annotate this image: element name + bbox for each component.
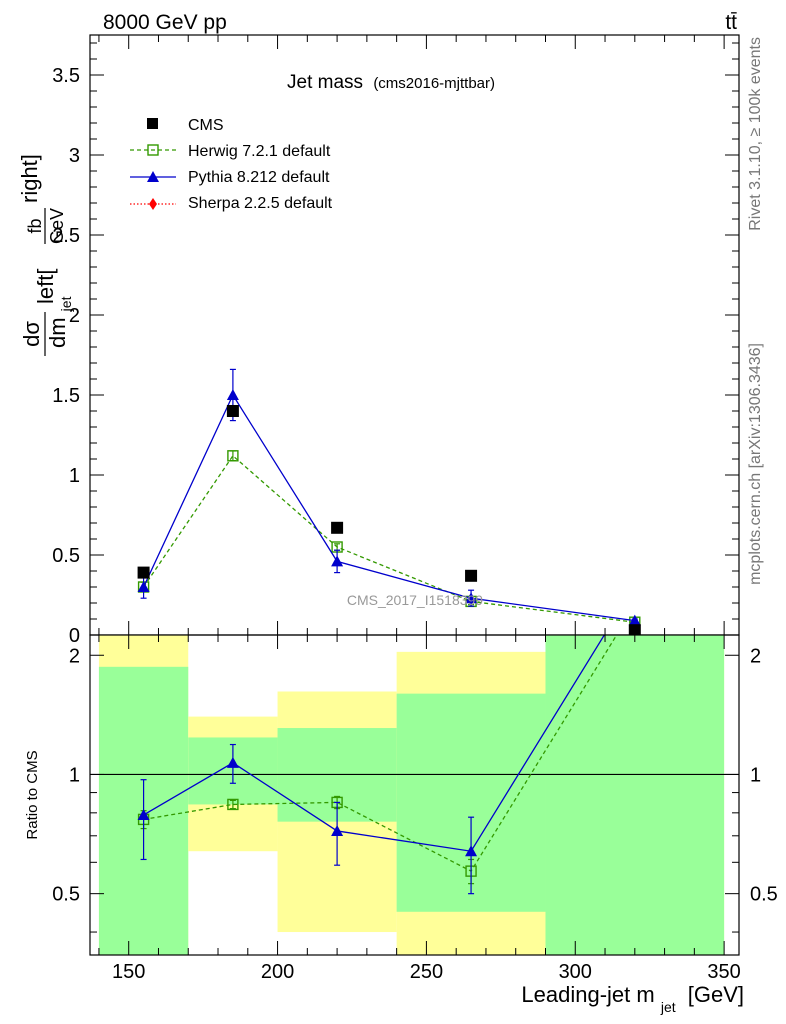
y-tick-label: 1.5 — [52, 385, 80, 407]
y-tick-label: 2.5 — [52, 225, 80, 247]
pythia-point — [331, 555, 344, 567]
ratio-y-tick-label-right: 1 — [750, 764, 761, 786]
cms-data-point — [331, 521, 344, 534]
rivet-version-label: Rivet 3.1.10, ≥ 100k events — [747, 37, 764, 231]
ylabel-unit-numerator: fb — [25, 218, 45, 233]
x-axis-label-unit: [GeV] — [688, 982, 744, 1007]
legend-entry-cms: CMS — [147, 117, 224, 134]
x-tick-label: 350 — [707, 961, 740, 983]
ylabel-right: right] — [17, 154, 42, 203]
ratio-y-tick-label-right: 0.5 — [750, 884, 778, 906]
x-axis-label-sub: jet — [660, 999, 676, 1015]
ratio-y-tick-label: 1 — [69, 764, 80, 786]
y-tick-label: 3 — [69, 145, 80, 167]
legend-label-cms: CMS — [188, 117, 224, 134]
x-tick-label: 300 — [559, 961, 592, 983]
bottom-panel: 0.5 0.5 1 1 2 2 150 200 250 300 350 Ratio to CMS L… — [24, 580, 778, 1017]
herwig-ratio-point — [227, 798, 239, 811]
y-tick-label: 1 — [69, 465, 80, 487]
x-tick-label: 200 — [261, 961, 294, 983]
pythia-point — [137, 581, 150, 592]
herwig-ratio-line — [143, 635, 618, 872]
top-panel: 0 0.5 1 1.5 2 2.5 3 3.5 Jet mass (cms2016-mjttb… — [17, 34, 740, 647]
chart-title-sub: (cms2016-mjttbar) — [373, 75, 495, 92]
legend-marker-herwig — [147, 144, 159, 156]
y-tick-label: 3.5 — [52, 65, 80, 87]
ratio-y-tick-label-right: 2 — [750, 645, 761, 667]
top-y-axis-label: dσ dm jet left[ fb GeV right] — [17, 154, 74, 356]
pythia-point — [465, 592, 478, 604]
legend: CMS Herwig 7.2.1 default Pythia 8.212 de… — [130, 117, 333, 212]
pythia-ratio-point — [629, 580, 641, 591]
y-tick-label: 0.5 — [52, 545, 80, 567]
legend-label-pythia: Pythia 8.212 default — [188, 169, 330, 186]
ylabel-numerator: dσ — [19, 321, 44, 347]
ratio-y-axis-label: Ratio to CMS — [24, 750, 41, 839]
process-label: tt̄ — [725, 11, 737, 34]
chart-title-main: Jet mass — [287, 72, 363, 93]
pythia-line — [142, 393, 635, 622]
pythia-ratio-point — [137, 808, 150, 820]
ylabel-unit-denominator: GeV — [47, 208, 67, 244]
legend-label-sherpa: Sherpa 2.2.5 default — [188, 195, 333, 212]
legend-entry-herwig: Herwig 7.2.1 default — [130, 143, 331, 160]
x-tick-label: 150 — [112, 961, 145, 983]
ylabel-denominator-sub: jet — [58, 296, 74, 312]
x-tick-label: 250 — [410, 961, 443, 983]
chart-title: Jet mass (cms2016-mjttbar) — [287, 72, 495, 93]
pythia-ratio-point — [465, 845, 478, 857]
y-tick-label: 2 — [69, 305, 80, 327]
legend-marker-sherpa — [149, 198, 157, 210]
pythia-point — [628, 614, 641, 626]
legend-label-herwig: Herwig 7.2.1 default — [188, 143, 331, 160]
uncertainty-band-green — [545, 635, 725, 955]
legend-marker-pythia — [147, 171, 159, 182]
legend-entry-sherpa: Sherpa 2.2.5 default — [130, 195, 333, 212]
cms-data-point — [137, 566, 150, 579]
herwig-ratio-point — [630, 601, 640, 611]
y-tick-label: 0 — [69, 625, 80, 647]
x-axis-label-main: Leading-jet m — [521, 982, 654, 1007]
legend-entry-pythia: Pythia 8.212 default — [130, 169, 330, 186]
pythia-ratio-point — [226, 756, 239, 768]
analysis-watermark: CMS_2017_I1518399 — [347, 592, 483, 608]
ratio-y-tick-label: 0.5 — [52, 884, 80, 906]
cms-data-point — [226, 405, 239, 417]
herwig-point — [227, 450, 239, 462]
ylabel-left: left[ — [33, 269, 58, 304]
pythia-ratio-point — [331, 824, 344, 836]
x-axis-label: Leading-jet m jet [GeV] — [521, 982, 744, 1017]
cms-data-point — [465, 569, 478, 582]
ylabel-denominator: dm jet — [45, 296, 74, 348]
pythia-point — [226, 389, 239, 400]
ylabel-denominator-main: dm — [45, 317, 70, 348]
legend-marker-cms — [147, 118, 158, 129]
bottom-panel-frame — [89, 634, 740, 956]
collision-label: 8000 GeV pp — [103, 11, 227, 34]
mcplots-reference-label: mcplots.cern.ch [arXiv:1306.3436] — [747, 343, 764, 585]
ratio-y-tick-label: 2 — [69, 645, 80, 667]
